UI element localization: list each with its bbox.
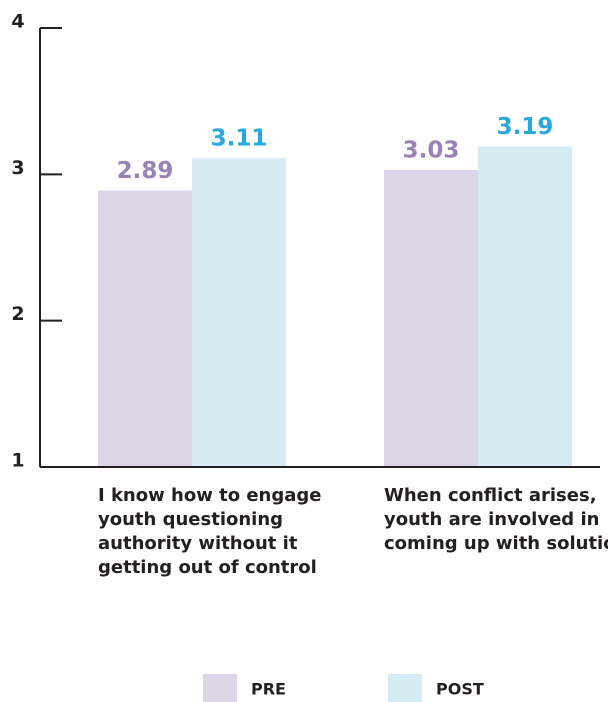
- bar: [98, 190, 192, 467]
- y-tick-label: 2: [11, 303, 24, 325]
- y-tick-label: 3: [11, 157, 24, 179]
- y-tick-label: 1: [11, 450, 24, 472]
- x-tick-label: I know how to engage youth questioning a…: [98, 485, 322, 578]
- value-label: 3.03: [403, 137, 460, 163]
- bar: [192, 158, 286, 467]
- value-label: 3.19: [497, 114, 554, 140]
- x-tick-label: When conflict arises, youth are involved…: [384, 485, 608, 554]
- value-label: 2.89: [117, 158, 174, 184]
- legend-label: POST: [436, 680, 484, 699]
- y-tick-label: 4: [11, 11, 24, 33]
- legend-swatch: [203, 674, 237, 702]
- legend-swatch: [388, 674, 422, 702]
- legend-label: PRE: [251, 680, 286, 699]
- value-label: 3.11: [211, 126, 268, 152]
- bar: [478, 146, 572, 467]
- bar: [384, 169, 478, 467]
